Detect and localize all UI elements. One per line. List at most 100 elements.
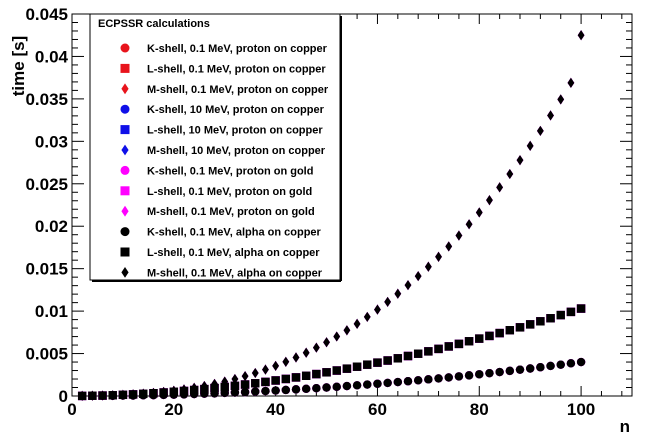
data-point (475, 370, 484, 379)
data-point (139, 388, 147, 399)
markers (77, 30, 586, 401)
data-point (251, 387, 260, 396)
data-point (394, 288, 402, 299)
legend-marker (120, 104, 130, 114)
legend-entry-label: M-shell, 10 MeV, proton on copper (147, 145, 326, 157)
data-point (505, 366, 515, 376)
data-point (393, 354, 403, 363)
y-tick-label: 0.045 (25, 5, 68, 24)
data-point (557, 94, 565, 105)
data-point (261, 377, 270, 387)
data-point (231, 373, 239, 385)
legend-entry-label: L-shell, 10 MeV, proton on copper (147, 125, 323, 137)
data-point (547, 110, 554, 121)
data-point (211, 378, 218, 389)
legend-title: ECPSSR calculations (98, 18, 210, 30)
data-point (221, 376, 229, 387)
data-point (414, 271, 422, 282)
data-point (444, 373, 453, 382)
data-point (556, 360, 565, 369)
data-point (291, 373, 301, 382)
x-tick-label: 100 (567, 400, 595, 419)
data-point (506, 168, 514, 180)
data-point (444, 342, 453, 351)
data-point (445, 241, 453, 252)
data-point (323, 337, 330, 348)
legend-marker (120, 247, 130, 257)
data-point (403, 351, 413, 361)
data-point (363, 360, 372, 369)
y-tick-label: 0 (59, 387, 68, 406)
data-point (486, 195, 493, 206)
legend-marker (120, 63, 130, 73)
data-point (403, 377, 413, 386)
data-point (363, 311, 371, 322)
data-point (576, 304, 586, 313)
data-point (262, 364, 269, 375)
legend-entry-label: M-shell, 0.1 MeV, proton on gold (147, 206, 315, 218)
legend-marker (121, 205, 129, 217)
legend-marker (120, 186, 130, 196)
data-point (301, 384, 311, 393)
series-m-markers (78, 30, 585, 401)
legend-marker (121, 83, 129, 95)
legend-entry-label: M-shell, 0.1 MeV, alpha on copper (147, 267, 323, 279)
legend-marker (120, 227, 130, 237)
data-point (383, 378, 392, 388)
data-point (567, 77, 575, 88)
data-point (384, 296, 391, 307)
data-point (525, 364, 535, 373)
data-point (576, 357, 586, 367)
x-axis-title: n (620, 417, 630, 436)
x-tick-label: 40 (266, 400, 285, 419)
data-point (404, 280, 412, 291)
data-point (374, 304, 381, 315)
x-tick-label: 20 (164, 400, 183, 419)
data-point (342, 364, 352, 373)
data-point (251, 379, 260, 388)
data-point (383, 356, 392, 365)
data-point (465, 219, 473, 230)
data-point (119, 389, 127, 400)
data-point (322, 368, 331, 377)
data-point (413, 349, 423, 358)
data-point (352, 381, 362, 390)
data-point (393, 377, 403, 387)
data-point (312, 369, 321, 379)
data-point (271, 376, 280, 385)
data-point (577, 30, 585, 41)
data-point (201, 380, 208, 392)
data-point (301, 371, 311, 380)
data-point (363, 380, 372, 389)
data-point (525, 320, 535, 329)
y-tick-label: 0.035 (25, 90, 68, 109)
data-point (496, 182, 503, 193)
legend-entry-label: K-shell, 0.1 MeV, proton on copper (147, 43, 328, 55)
data-point (282, 356, 290, 367)
data-point (464, 337, 474, 346)
data-point (435, 251, 442, 262)
legend-marker (121, 144, 129, 156)
legend-marker (120, 43, 130, 53)
data-point (343, 325, 351, 336)
data-point (251, 367, 259, 379)
legend-marker (120, 165, 130, 175)
data-point (160, 386, 167, 397)
data-point (455, 230, 463, 241)
data-point (546, 314, 555, 323)
data-point (536, 363, 545, 372)
legend-entry-label: K-shell, 0.1 MeV, proton on gold (147, 165, 313, 177)
y-axis-title: time [s] (9, 36, 28, 96)
data-point (312, 383, 321, 393)
y-tick-label: 0.025 (25, 175, 68, 194)
data-point (495, 328, 504, 338)
y-tick-label: 0.02 (35, 217, 68, 236)
legend-entry-label: L-shell, 0.1 MeV, proton on copper (147, 63, 326, 75)
data-point (332, 382, 341, 392)
data-point (475, 207, 483, 218)
data-point (515, 365, 525, 374)
legend-marker (120, 125, 130, 135)
legend-entry-label: K-shell, 10 MeV, proton on copper (147, 104, 325, 116)
data-point (150, 387, 157, 398)
